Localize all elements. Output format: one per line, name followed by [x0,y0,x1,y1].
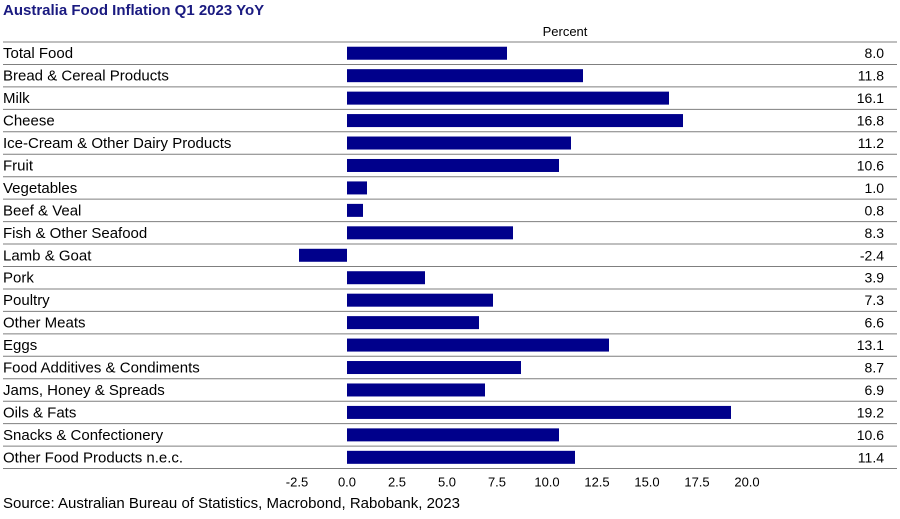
x-tick-label: 10.0 [534,475,559,490]
chart-source: Source: Australian Bureau of Statistics,… [3,495,460,512]
category-label: Ice-Cream & Other Dairy Products [3,135,231,152]
value-label: 11.4 [858,449,884,465]
bar [347,181,367,195]
bar [347,338,609,352]
bar [347,226,513,240]
x-tick-label: 0.0 [338,475,356,490]
bar [347,91,669,105]
bar [347,46,507,60]
value-label: 0.8 [865,202,885,218]
value-label: 3.9 [865,270,885,286]
value-label: 6.9 [865,382,885,398]
x-tick-label: 12.5 [584,475,609,490]
category-label: Cheese [3,113,55,130]
category-label: Poultry [3,292,50,309]
unit-label: Percent [543,24,588,39]
value-label: 8.3 [865,225,885,241]
category-label: Other Meats [3,315,86,332]
category-label: Vegetables [3,180,77,197]
category-label: Beef & Veal [3,202,81,219]
x-tick-label: 5.0 [438,475,456,490]
bar [347,361,521,375]
value-label: 1.0 [865,180,885,196]
value-label: 7.3 [865,292,885,308]
category-label: Fruit [3,157,34,174]
bar [299,248,347,262]
x-tick-label: 20.0 [734,475,759,490]
category-label: Lamb & Goat [3,247,92,264]
value-label: 8.0 [865,45,885,61]
bars [299,46,731,464]
value-label: 16.8 [857,113,884,129]
x-tick-label: 17.5 [684,475,709,490]
category-label: Bread & Cereal Products [3,68,169,85]
category-rows: Total Food 8.0 Bread & Cereal Products 11.8… [3,41,897,470]
bar [347,136,571,150]
bar [347,316,479,330]
category-label: Eggs [3,337,37,354]
category-label: Oils & Fats [3,404,76,421]
category-label: Fish & Other Seafood [3,225,147,242]
x-tick-label: 2.5 [388,475,406,490]
value-label: 10.6 [857,427,884,443]
value-label: 8.7 [865,360,885,376]
bar [347,69,583,83]
bar [347,405,731,419]
category-label: Food Additives & Condiments [3,360,200,377]
category-label: Pork [3,270,34,287]
x-tick-label: -2.5 [286,475,308,490]
bar [347,158,559,172]
bar [347,383,485,397]
category-label: Snacks & Confectionery [3,427,164,444]
chart-title: Australia Food Inflation Q1 2023 YoY [3,2,265,19]
category-label: Total Food [3,45,73,62]
value-label: 11.8 [858,68,884,84]
value-label: 19.2 [857,404,884,420]
x-tick-label: 7.5 [488,475,506,490]
x-tick-label: 15.0 [634,475,659,490]
value-label: -2.4 [860,247,884,263]
value-label: 13.1 [857,337,884,353]
value-label: 10.6 [857,157,884,173]
category-label: Jams, Honey & Spreads [3,382,165,399]
bar [347,271,425,285]
bar [347,114,683,128]
value-label: 16.1 [857,90,884,106]
bar [347,450,575,464]
category-label: Milk [3,90,30,107]
bar [347,428,559,442]
value-label: 6.6 [865,315,885,331]
bar [347,293,493,307]
bar [347,203,363,217]
x-axis-ticks: -2.5 0.0 2.5 5.0 7.5 10.0 12.5 15.0 17.5 20.0 [286,475,760,490]
value-label: 11.2 [858,135,884,151]
category-label: Other Food Products n.e.c. [3,449,183,466]
